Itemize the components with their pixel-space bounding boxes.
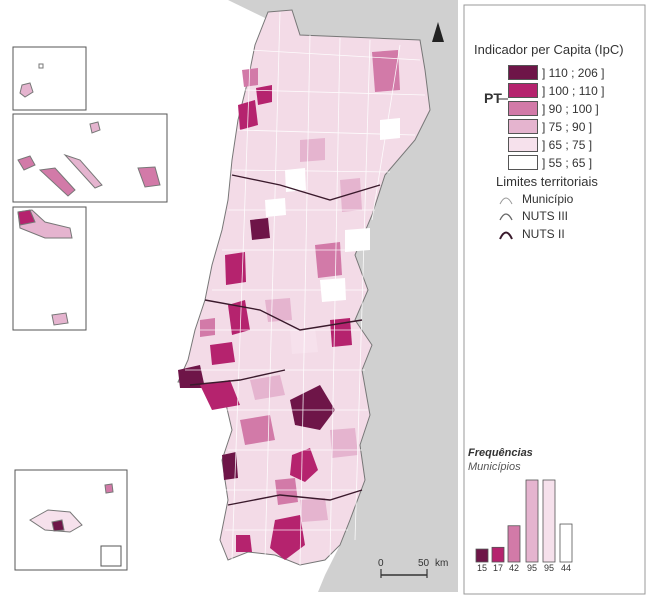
legend-swatch xyxy=(508,83,538,98)
frequency-bar xyxy=(525,479,539,563)
scale-bar xyxy=(380,569,428,578)
legend-label: ] 55 ; 65 ] xyxy=(542,155,593,170)
limit-item: NUTS II xyxy=(518,226,565,242)
limit-label: Município xyxy=(522,192,574,206)
scale-end-label: 50 xyxy=(418,558,430,569)
frequency-bars xyxy=(475,479,573,563)
limit-item: Município xyxy=(518,191,573,207)
limit-item: NUTS III xyxy=(518,208,568,224)
limits-title: Limites territoriais xyxy=(496,174,598,189)
legend-title: Indicador per Capita (IpC) xyxy=(474,42,624,57)
frequency-bar xyxy=(559,523,573,563)
inset-azores-east xyxy=(12,206,87,331)
legend-label: ] 75 ; 90 ] xyxy=(542,119,593,134)
bar-count-label: 15 xyxy=(476,563,487,573)
legend-item: ] 55 ; 65 ] xyxy=(508,154,592,171)
bar-count-label: 17 xyxy=(492,563,503,573)
country-label: PT xyxy=(484,90,502,106)
limit-label: NUTS III xyxy=(522,209,569,223)
legend-item: ] 90 ; 100 ] xyxy=(508,100,599,117)
frequency-bar xyxy=(475,548,489,563)
legend-label: ] 65 ; 75 ] xyxy=(542,137,593,152)
legend-label: ] 90 ; 100 ] xyxy=(542,101,599,116)
municipality-boundaries xyxy=(185,11,426,566)
legend-item: ] 100 ; 110 ] xyxy=(508,82,605,99)
frequency-bar xyxy=(542,479,556,563)
nuts2-boundaries xyxy=(189,174,381,506)
scale-start-label: 0 xyxy=(378,558,384,569)
legend-swatch xyxy=(508,119,538,134)
nuts3-line-icon xyxy=(499,213,513,221)
scale-unit-label: km xyxy=(435,558,449,569)
north-arrow-icon xyxy=(432,22,444,42)
legend-swatch xyxy=(508,65,538,80)
spain-landmass xyxy=(228,0,458,592)
bar-count-label: 95 xyxy=(543,563,554,573)
bar-count-label: 95 xyxy=(526,563,537,573)
nuts2-line-icon xyxy=(499,231,513,240)
legend-swatch xyxy=(508,155,538,170)
municipality-fills xyxy=(178,50,400,560)
frequency-title: Frequências xyxy=(468,447,533,459)
frequency-subtitle: Municípios xyxy=(468,461,521,473)
inset-azores-flores xyxy=(12,46,87,111)
frequency-bar xyxy=(507,525,521,563)
inset-azores-central xyxy=(12,113,168,203)
bar-count-label: 44 xyxy=(560,563,571,573)
limit-label: NUTS II xyxy=(522,227,565,241)
bar-count-label: 42 xyxy=(508,563,519,573)
legend-item: ] 65 ; 75 ] xyxy=(508,136,592,153)
legend-label: ] 110 ; 206 ] xyxy=(542,65,605,80)
legend-item: ] 75 ; 90 ] xyxy=(508,118,592,135)
legend-label: ] 100 ; 110 ] xyxy=(542,83,605,98)
frequency-bar xyxy=(491,546,505,563)
inset-madeira xyxy=(14,469,128,571)
municipio-line-icon xyxy=(499,197,513,205)
legend-swatch xyxy=(508,101,538,116)
legend-swatch xyxy=(508,137,538,152)
legend-item: ] 110 ; 206 ] xyxy=(508,64,605,81)
